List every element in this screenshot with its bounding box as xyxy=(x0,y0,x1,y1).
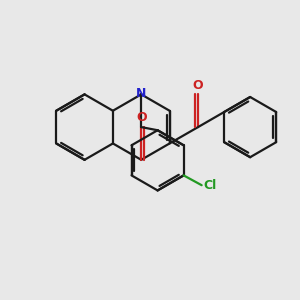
Text: O: O xyxy=(136,112,146,124)
Text: Cl: Cl xyxy=(203,179,217,192)
Text: N: N xyxy=(136,87,146,100)
Text: O: O xyxy=(193,79,203,92)
